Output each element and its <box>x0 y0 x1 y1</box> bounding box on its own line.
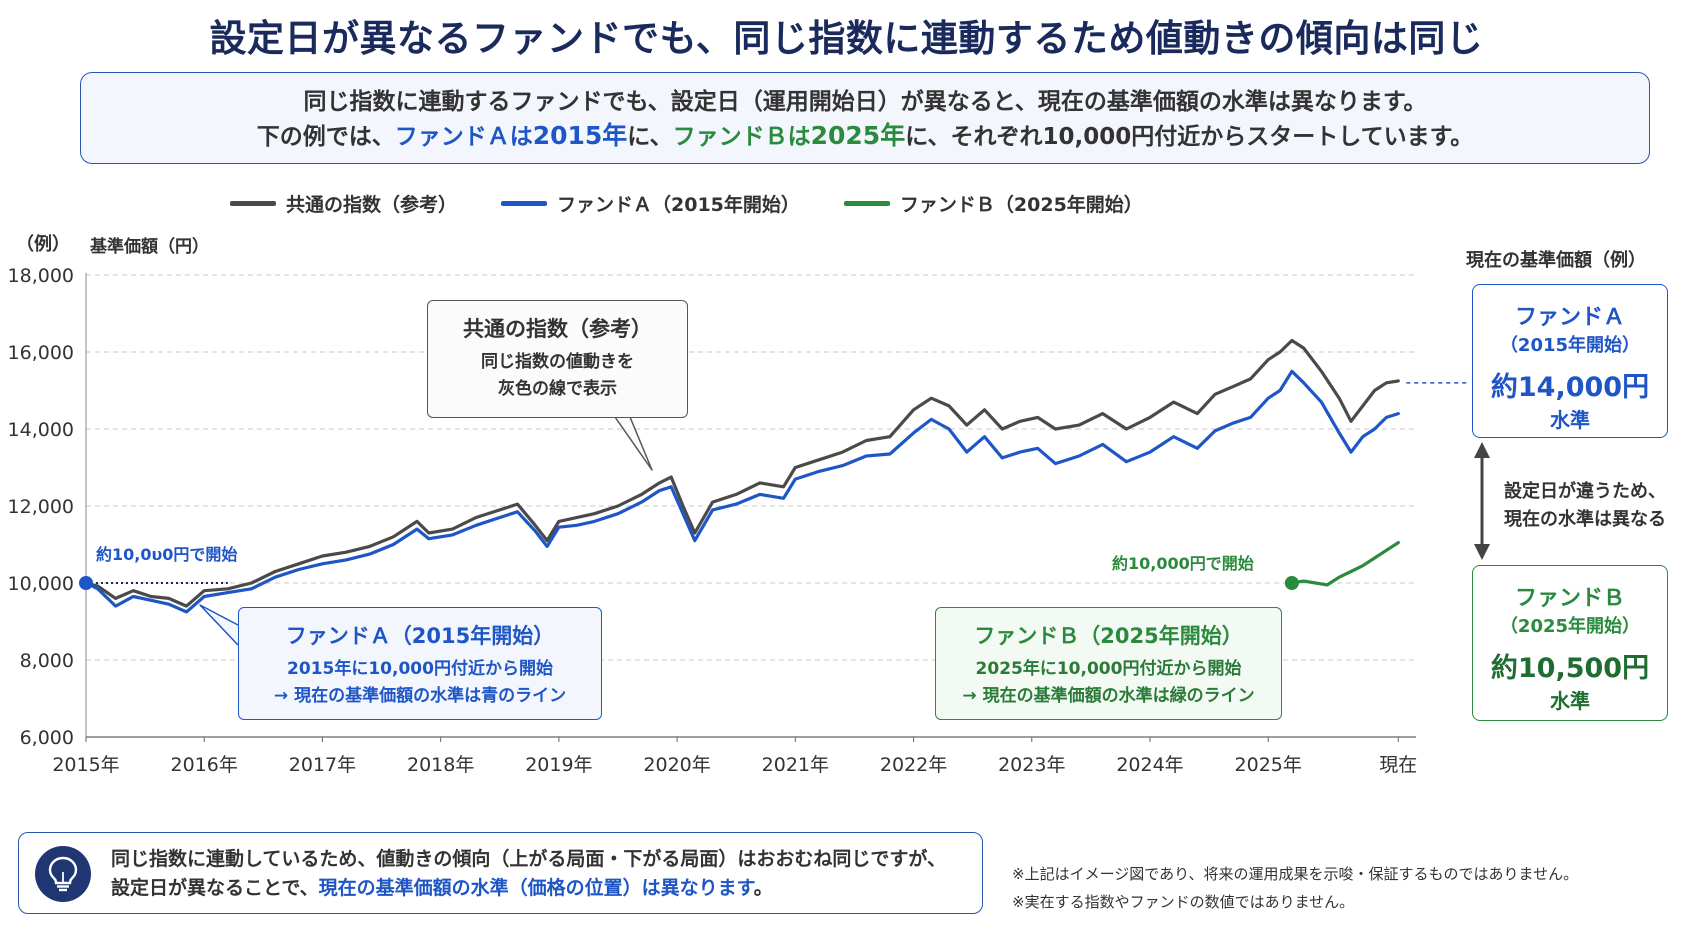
series-fund-b-line <box>1290 540 1400 587</box>
legend-swatch-fund-a <box>501 201 548 206</box>
x-tick-label: 2016年 <box>171 754 238 776</box>
footer-line-1: 同じ指数に連動しているため、値動きの傾向（上がる局面・下がる局面）はおおむね同じ… <box>111 848 947 870</box>
callout-fund-b-title: ファンドＢ（2025年開始） <box>974 624 1243 648</box>
callout-index-line-2: 灰色の線で表示 <box>498 379 617 399</box>
y-axis-label: 基準価額（円） <box>89 236 209 257</box>
callout-index: 共通の指数（参考） 同じ指数の値動きを 灰色の線で表示 <box>427 300 688 418</box>
legend-swatch-index <box>230 201 276 206</box>
difference-note-line-1: 設定日が違うため、 <box>1504 481 1666 502</box>
current-fund-a-name: ファンドＡ <box>1514 305 1625 330</box>
side-caption: 現在の基準価額（例） <box>1466 250 1646 271</box>
intro-line-2-mid: に、 <box>627 124 673 150</box>
y-tick-label: 12,000 <box>8 496 74 518</box>
footer-line-2-highlight: 現在の基準価額の水準（価格の位置）は異なります <box>318 877 754 899</box>
intro-line-1: 同じ指数に連動するファンドでも、設定日（運用開始日）が異なると、現在の基準価額の… <box>303 89 1427 115</box>
y-tick-label: 18,000 <box>8 265 74 287</box>
x-tick-label: 2022年 <box>880 754 947 776</box>
x-tick-label: 2018年 <box>407 754 474 776</box>
x-tick-label: 現在 <box>1379 754 1417 776</box>
corner-label: （例） <box>16 233 70 255</box>
intro-line-2-post: に、それぞれ10,000円付近からスタートしています。 <box>905 124 1474 150</box>
callout-fund-a-pointer <box>199 604 239 646</box>
callout-fund-b-line-2: → 現在の基準価額の水準は緑のライン <box>962 686 1255 706</box>
x-tick-label: 2023年 <box>998 754 1065 776</box>
x-tick-label: 2024年 <box>1116 754 1183 776</box>
callout-fund-b: ファンドＢ（2025年開始） 2025年に10,000円付近から開始 → 現在の… <box>935 607 1282 720</box>
disclaimer-line-2: ※実在する指数やファンドの数値ではありません。 <box>1012 893 1355 911</box>
difference-arrow-up <box>1474 442 1490 458</box>
callout-fund-a: ファンドＡ（2015年開始） 2015年に10,000円付近から開始 → 現在の… <box>238 607 602 720</box>
callout-fund-a-line-2: → 現在の基準価額の水準は青のライン <box>273 686 567 706</box>
x-tick-label: 2021年 <box>762 754 829 776</box>
difference-arrow-down <box>1474 544 1490 560</box>
legend-label-index: 共通の指数（参考） <box>286 194 458 216</box>
footer-line-2-pre: 設定日が異なることで、 <box>111 877 319 899</box>
series-fund-a-line <box>84 369 1400 614</box>
current-fund-a-level: 水準 <box>1550 408 1590 432</box>
y-tick-label: 8,000 <box>20 650 74 672</box>
fund-b-start-marker <box>1284 576 1299 590</box>
current-fund-a-value: 約14,000円 <box>1490 372 1650 403</box>
legend-swatch-fund-b <box>843 201 890 206</box>
intro-fund-b-year: 2025年 <box>810 121 906 150</box>
footer-box: 同じ指数に連動しているため、値動きの傾向（上がる局面・下がる局面）はおおむね同じ… <box>18 832 983 914</box>
current-fund-a-sub: （2015年開始） <box>1499 335 1641 356</box>
current-fund-b-value: 約10,500円 <box>1490 653 1650 684</box>
callout-fund-a-line-1: 2015年に10,000円付近から開始 <box>287 659 553 679</box>
fund-a-start-label: 約10,0υ0円で開始 <box>96 545 237 564</box>
intro-fund-a: ファンドＡは <box>394 124 533 150</box>
callout-index-title: 共通の指数（参考） <box>463 317 652 341</box>
page-title: 設定日が異なるファンドでも、同じ指数に連動するため値動きの傾向は同じ <box>209 17 1484 60</box>
current-fund-b-box: ファンドＢ （2025年開始） 約10,500円 水準 <box>1472 565 1668 721</box>
footer-line-2-post: 。 <box>753 877 773 899</box>
current-fund-b-name: ファンドＢ <box>1514 586 1625 611</box>
lightbulb-icon <box>35 846 91 902</box>
callout-fund-b-line-1: 2025年に10,000円付近から開始 <box>975 659 1242 679</box>
intro-line-2-pre: 下の例では、 <box>256 124 395 150</box>
x-tick-label: 2020年 <box>643 754 710 776</box>
fund-a-start-marker <box>79 576 93 590</box>
legend-label-fund-a: ファンドＡ（2015年開始） <box>557 194 800 216</box>
footer-text: 同じ指数に連動しているため、値動きの傾向（上がる局面・下がる局面）はおおむね同じ… <box>111 845 946 903</box>
intro-line-2: 下の例では、ファンドＡは2015年に、ファンドＢは2025年に、それぞれ10,0… <box>81 119 1649 154</box>
x-tick-label: 2025年 <box>1235 754 1302 776</box>
footer-line-2: 設定日が異なることで、現在の基準価額の水準（価格の位置）は異なります。 <box>111 874 946 903</box>
current-fund-b-level: 水準 <box>1550 689 1590 713</box>
chart-legend: 共通の指数（参考） ファンドＡ（2015年開始） ファンドＢ（2025年開始） <box>230 190 1143 217</box>
callout-fund-a-title: ファンドＡ（2015年開始） <box>285 624 555 648</box>
callout-index-pointer <box>614 416 653 471</box>
disclaimer-notes: ※上記はイメージ図であり、将来の運用成果を示唆・保証するものではありません。 ※… <box>1012 860 1578 916</box>
x-tick-label: 2015年 <box>52 754 119 776</box>
current-fund-b-sub: （2025年開始） <box>1499 616 1641 637</box>
y-tick-label: 10,000 <box>8 573 74 595</box>
legend-item-fund-b: ファンドＢ（2025年開始） <box>843 190 1143 217</box>
y-tick-label: 16,000 <box>8 342 74 364</box>
current-fund-a-box: ファンドＡ （2015年開始） 約14,000円 水準 <box>1472 284 1668 438</box>
difference-note: 設定日が違うため、 現在の水準は異なる <box>1504 478 1666 534</box>
x-tick-label: 2017年 <box>289 754 356 776</box>
y-tick-label: 6,000 <box>20 727 74 749</box>
intro-fund-b: ファンドＢは <box>672 124 811 150</box>
difference-note-line-2: 現在の水準は異なる <box>1504 509 1666 530</box>
legend-item-index: 共通の指数（参考） <box>230 190 457 217</box>
disclaimer-line-1: ※上記はイメージ図であり、将来の運用成果を示唆・保証するものではありません。 <box>1012 865 1579 883</box>
x-tick-label: 2019年 <box>525 754 592 776</box>
intro-fund-a-year: 2015年 <box>532 121 628 150</box>
legend-item-fund-a: ファンドＡ（2015年開始） <box>501 190 800 217</box>
series-index-line <box>84 338 1400 608</box>
y-tick-label: 14,000 <box>8 419 74 441</box>
fund-b-start-label: 約10,000円で開始 <box>1112 554 1254 573</box>
intro-box: 同じ指数に連動するファンドでも、設定日（運用開始日）が異なると、現在の基準価額の… <box>80 72 1650 164</box>
legend-label-fund-b: ファンドＢ（2025年開始） <box>899 194 1143 216</box>
callout-index-line-1: 同じ指数の値動きを <box>481 352 634 372</box>
